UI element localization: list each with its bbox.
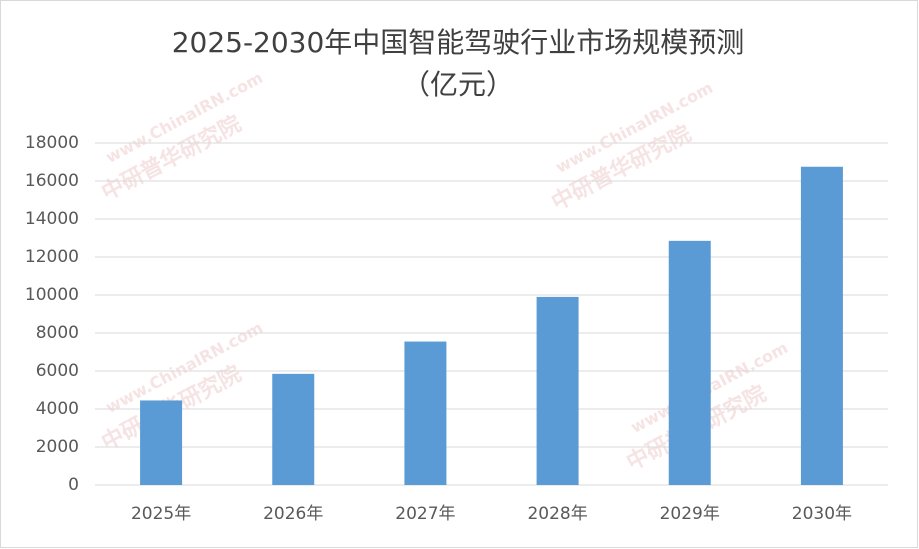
x-tick-label: 2026年: [263, 504, 323, 524]
bar: [404, 341, 447, 485]
x-tick-label: 2027年: [395, 504, 455, 524]
x-tick-label: 2029年: [660, 504, 720, 524]
y-tick-label: 10000: [25, 285, 79, 305]
chart-title-unit: （亿元）: [402, 68, 514, 101]
y-tick-label: 2000: [36, 437, 79, 457]
y-tick-label: 18000: [25, 133, 79, 153]
x-tick-label: 2025年: [131, 504, 191, 524]
y-tick-label: 6000: [36, 361, 79, 381]
bar: [272, 373, 315, 485]
y-tick-label: 16000: [25, 171, 79, 191]
x-tick-label: 2030年: [792, 504, 852, 524]
chart-title: 2025-2030年中国智能驾驶行业市场规模预测: [172, 26, 745, 59]
bar: [140, 400, 183, 485]
y-tick-label: 4000: [36, 399, 79, 419]
bar: [800, 166, 843, 485]
y-tick-label: 14000: [25, 209, 79, 229]
y-tick-label: 8000: [36, 323, 79, 343]
bar: [668, 240, 711, 485]
x-tick-label: 2028年: [527, 504, 587, 524]
y-tick-label: 12000: [25, 247, 79, 267]
y-tick-label: 0: [68, 475, 79, 495]
bar: [536, 296, 579, 485]
